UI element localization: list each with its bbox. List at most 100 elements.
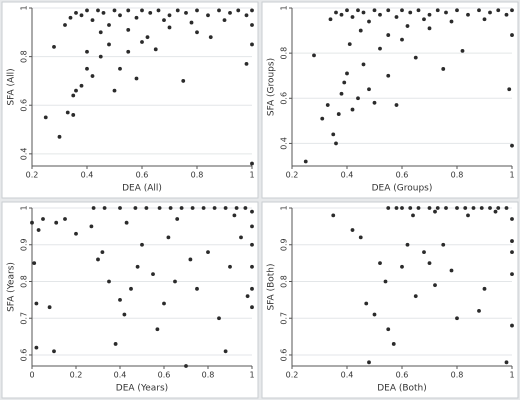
y-axis-label: SFA (All) (7, 68, 17, 105)
point (140, 40, 144, 44)
y-tick-label: 1 (20, 205, 29, 210)
point (504, 12, 509, 17)
point (57, 134, 62, 139)
point (140, 8, 144, 13)
x-tick-label: 0.8 (451, 171, 464, 180)
point (482, 17, 487, 22)
point (223, 349, 228, 354)
point (488, 10, 492, 15)
point (184, 364, 188, 368)
point (244, 13, 249, 18)
y-tick-label: 0.7 (20, 312, 29, 325)
point (312, 53, 316, 58)
panel (1, 1, 259, 199)
point (331, 213, 336, 218)
point (364, 301, 369, 306)
point (89, 224, 94, 229)
point (372, 100, 377, 105)
point (504, 360, 509, 365)
x-tick-label: 1 (249, 371, 254, 380)
point (250, 224, 254, 229)
point (303, 159, 308, 164)
x-axis-label: DEA (Both) (377, 384, 427, 394)
y-tick-label: 1 (280, 5, 289, 10)
point (328, 17, 333, 22)
y-tick-label: 0.6 (20, 99, 29, 112)
y-tick-label: 0.6 (280, 349, 289, 362)
point (189, 20, 194, 25)
point (236, 8, 241, 13)
point (34, 345, 39, 350)
point (30, 220, 34, 225)
point (195, 286, 199, 291)
point (85, 49, 89, 54)
point (43, 115, 48, 120)
point (98, 30, 103, 35)
point (496, 206, 501, 210)
x-tick-label: 0.6 (396, 371, 409, 380)
point (122, 312, 127, 317)
point (339, 91, 344, 96)
y-tick-label: 0.8 (20, 275, 29, 288)
point (96, 257, 100, 262)
point (350, 15, 355, 19)
x-axis-label: DEA (All) (122, 184, 162, 194)
point (358, 235, 363, 240)
x-tick-label: 0.2 (286, 171, 299, 180)
point (74, 231, 78, 236)
point (372, 8, 377, 13)
y-axis-label: SFA (Years) (7, 262, 17, 312)
point (496, 8, 501, 13)
point (133, 206, 138, 210)
point (190, 206, 195, 210)
point (367, 19, 371, 24)
point (250, 23, 254, 27)
x-tick-label: 0 (29, 371, 34, 380)
point (433, 283, 437, 288)
point (162, 18, 166, 23)
point (244, 62, 249, 66)
point (350, 228, 355, 232)
point (173, 279, 177, 284)
point (378, 12, 382, 17)
point (167, 25, 172, 30)
y-tick-label: 0.4 (280, 137, 289, 150)
point (405, 242, 410, 247)
point (201, 206, 206, 210)
point (126, 27, 131, 32)
x-tick-label: 0.6 (396, 171, 409, 180)
point (361, 10, 366, 15)
point (400, 206, 404, 210)
point (36, 228, 41, 232)
point (126, 49, 131, 54)
point (195, 30, 199, 35)
point (157, 206, 162, 210)
point (102, 206, 107, 210)
point (510, 239, 514, 243)
point (126, 8, 131, 13)
point (91, 206, 96, 210)
point (184, 10, 188, 15)
point (34, 301, 39, 306)
point (405, 24, 410, 28)
point (334, 10, 338, 15)
x-tick-label: 0.4 (341, 171, 354, 180)
point (47, 305, 52, 310)
point (433, 209, 437, 214)
point (228, 10, 232, 15)
point (79, 13, 84, 18)
point (223, 206, 228, 210)
point (320, 116, 325, 121)
point (455, 316, 459, 321)
point (334, 141, 338, 146)
point (466, 213, 470, 218)
point (71, 113, 76, 117)
point (166, 235, 171, 240)
point (347, 42, 352, 47)
point (435, 8, 440, 13)
point (153, 47, 158, 52)
x-tick-label: 1 (509, 371, 514, 380)
x-tick-label: 0.4 (341, 371, 354, 380)
point (250, 286, 254, 291)
